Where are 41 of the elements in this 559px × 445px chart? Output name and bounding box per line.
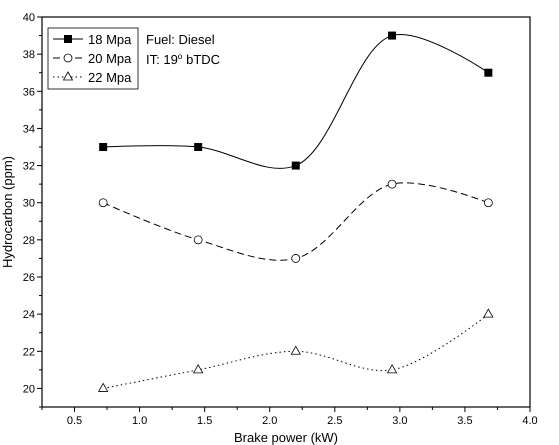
point: [98, 198, 108, 208]
y-tick-label: 34: [22, 123, 35, 136]
legend-label: 18 Mpa: [88, 32, 132, 47]
legend-label: 22 Mpa: [88, 70, 132, 85]
annotation: IT: 19$^{o}$ bTDC: [146, 51, 220, 67]
point: [193, 364, 204, 374]
point: [388, 32, 396, 40]
x-axis-title: Brake power (kW): [234, 430, 338, 445]
y-tick-label: 38: [22, 49, 35, 62]
point: [484, 68, 492, 77]
text: 3.0: [392, 415, 408, 427]
y-tick-label: 26: [22, 272, 35, 284]
point: [98, 383, 108, 392]
point: [484, 198, 493, 208]
x-tick-label: 3.5: [457, 415, 473, 427]
y-tick-label: 30: [22, 198, 35, 210]
y-tick-label: 24: [22, 309, 35, 322]
x-tick-label: 0.5: [66, 415, 82, 427]
y-tick-label: 32: [22, 160, 35, 173]
y-tick-label: 28: [22, 234, 35, 247]
y-tick-label: 36: [22, 86, 35, 98]
legend-label: 20 Mpa: [88, 51, 132, 66]
y-tick-label: 22: [22, 346, 35, 358]
y-axis-title: Hydrocarbon (ppm): [0, 156, 15, 268]
y-tick-label: 20: [22, 383, 35, 396]
point: [194, 235, 203, 244]
point: [194, 143, 202, 151]
y-tick-label: 40: [22, 12, 35, 24]
annotation: Fuel: Diesel: [146, 32, 215, 47]
point: [291, 254, 300, 263]
point: [292, 162, 300, 170]
x-tick-label: 2.5: [327, 415, 342, 427]
text: 1.0: [132, 415, 148, 427]
text: 4.0: [522, 415, 538, 427]
point: [99, 143, 108, 151]
x-tick-label: 1.5: [197, 415, 212, 427]
text: 2.0: [262, 415, 278, 427]
point: [290, 346, 301, 355]
point: [387, 364, 397, 374]
point: [388, 180, 396, 189]
point: [483, 308, 494, 318]
